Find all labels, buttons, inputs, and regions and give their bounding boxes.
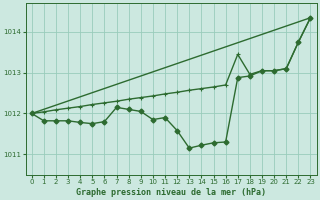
- X-axis label: Graphe pression niveau de la mer (hPa): Graphe pression niveau de la mer (hPa): [76, 188, 266, 197]
